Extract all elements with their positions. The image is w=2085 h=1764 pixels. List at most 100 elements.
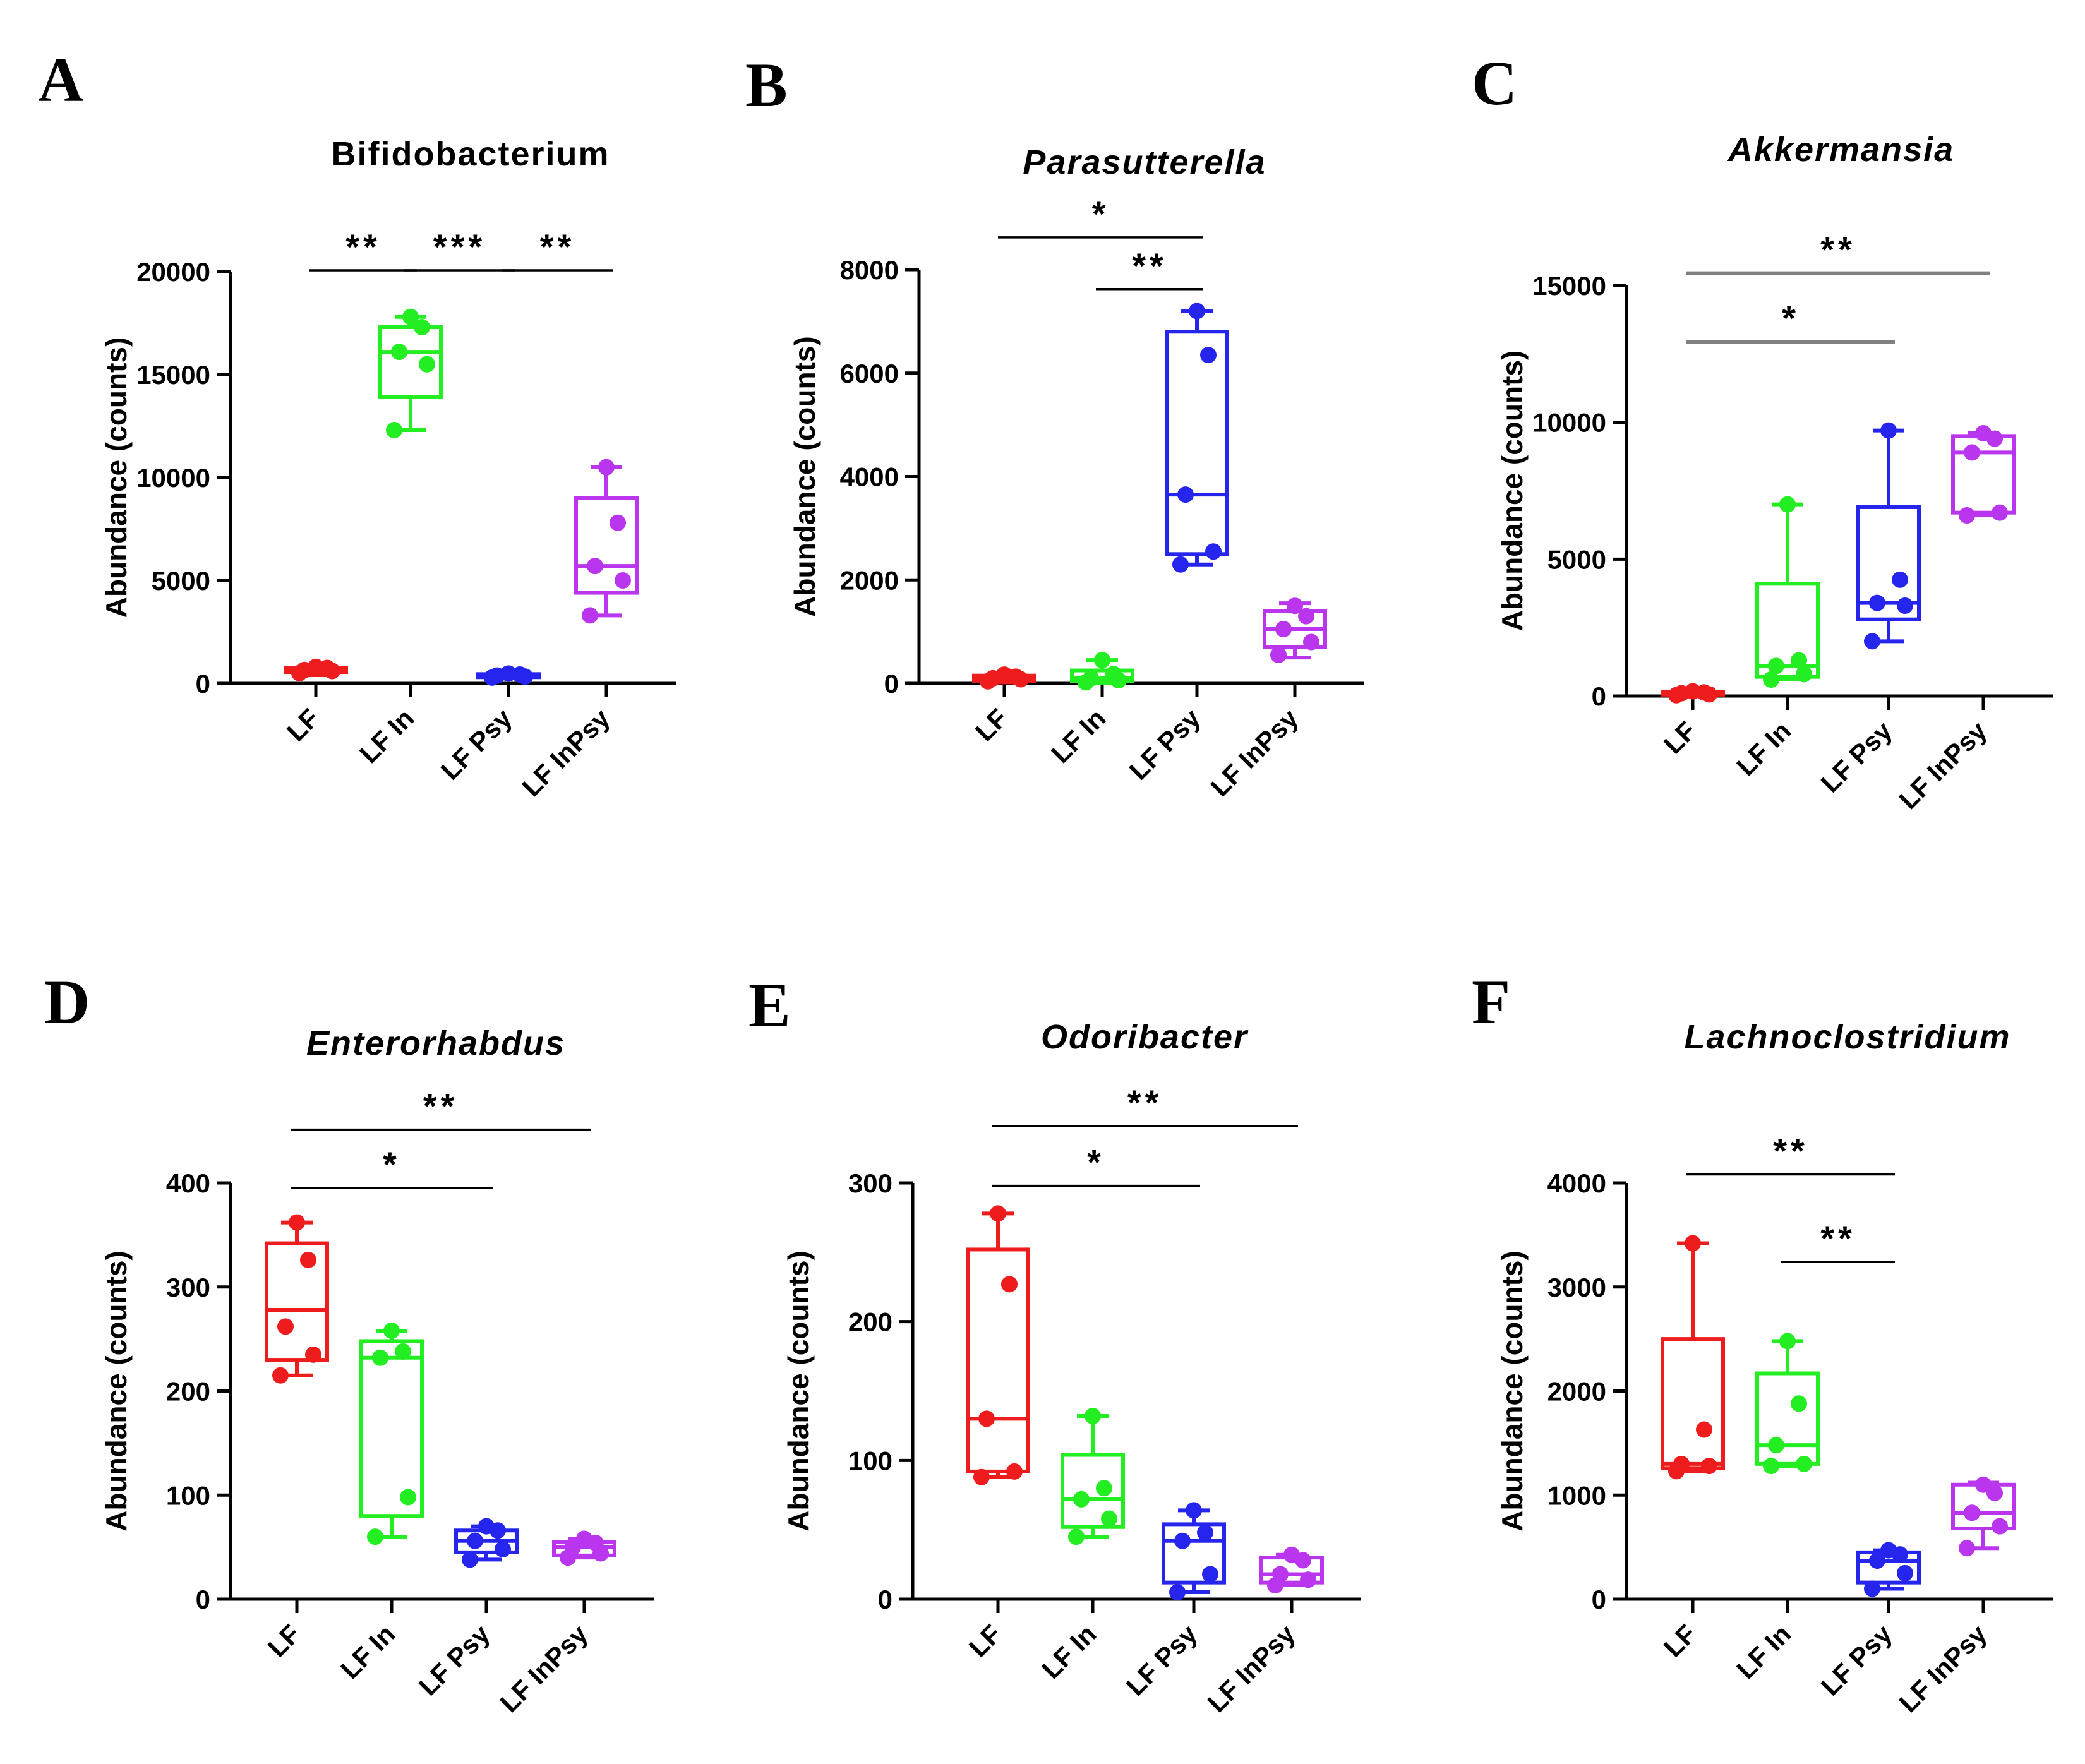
data-point [1673, 1455, 1690, 1472]
data-point [1169, 1584, 1186, 1601]
box-lf [966, 1205, 1030, 1485]
y-tick-label: 2000 [1547, 1377, 1606, 1407]
box-lf-psy [476, 665, 541, 686]
y-tick-label: 100 [166, 1480, 210, 1510]
box-lf-inpsy [1951, 425, 2016, 524]
data-point [272, 1367, 289, 1384]
box-iqr [1162, 1522, 1226, 1585]
data-point [1270, 646, 1287, 663]
significance-label: * [1092, 194, 1110, 234]
data-point [1959, 507, 1975, 524]
data-point [414, 319, 430, 336]
data-point [1975, 425, 1992, 441]
y-tick-label: 0 [1592, 1585, 1606, 1614]
significance-marker: ** [992, 1083, 1298, 1127]
significance-label: ** [1773, 1131, 1808, 1170]
y-axis-label: Abundance (counts) [1496, 351, 1529, 632]
data-point [300, 1251, 316, 1268]
data-point [1975, 1476, 1992, 1493]
data-point [1272, 1566, 1289, 1583]
data-point [1006, 1463, 1023, 1480]
data-point [462, 1551, 478, 1568]
box-iqr [378, 325, 443, 399]
box-lf-in [1061, 1408, 1125, 1545]
data-point [495, 1540, 511, 1557]
data-point [1992, 1518, 2008, 1535]
chart-title: Lachnoclostridium [1684, 1018, 2010, 1056]
significance-marker: *** [404, 227, 515, 272]
significance-marker: ** [1686, 1131, 1895, 1176]
data-point [598, 459, 615, 476]
data-point [1897, 1564, 1913, 1581]
y-tick-label: 300 [166, 1273, 210, 1302]
box-lf-in [359, 1322, 424, 1545]
significance-marker: * [291, 1144, 493, 1189]
data-point [308, 658, 324, 675]
data-point [576, 1530, 592, 1547]
y-tick-label: 15000 [1532, 271, 1606, 301]
y-axis-label: Abundance (counts) [100, 337, 133, 618]
data-point [582, 607, 598, 624]
y-tick-label: 0 [196, 669, 210, 699]
box-lf-inpsy [1951, 1476, 2016, 1557]
data-point [1287, 597, 1303, 615]
data-point [990, 1205, 1006, 1222]
box-lf [1661, 683, 1725, 704]
chart-title: Parasutterella [1023, 143, 1266, 181]
y-tick-label: 5000 [1547, 544, 1606, 574]
y-axis-label: Abundance (counts) [100, 1251, 133, 1532]
data-point [1275, 621, 1292, 638]
significance-marker: * [992, 1143, 1200, 1187]
data-point [400, 1489, 416, 1506]
data-point [1696, 1421, 1712, 1438]
data-point [383, 1322, 400, 1339]
box-lf-in [1070, 652, 1134, 691]
data-point [402, 308, 419, 325]
data-point [1959, 1540, 1975, 1557]
chart-title: Bifidobacterium [331, 135, 610, 173]
data-point [1964, 444, 1980, 461]
data-point [391, 344, 407, 361]
data-point [1197, 1524, 1213, 1541]
significance-label: ** [1820, 1218, 1856, 1258]
data-point [395, 1343, 411, 1360]
data-point [1096, 1480, 1112, 1497]
box-iqr [1755, 582, 1820, 679]
y-tick-label: 200 [166, 1377, 210, 1407]
data-point [1094, 652, 1110, 669]
box-iqr [966, 1247, 1030, 1473]
significance-marker: ** [1686, 230, 1990, 275]
data-point [1796, 1455, 1812, 1472]
data-point [1763, 671, 1779, 688]
data-point [1189, 303, 1205, 320]
significance-marker: ** [1781, 1218, 1895, 1263]
box-lf-psy [1856, 422, 1921, 650]
box-lf [972, 666, 1036, 690]
panel-letter: F [1472, 967, 1510, 1037]
data-point [1073, 1491, 1090, 1508]
data-point [973, 1468, 990, 1485]
y-tick-label: 200 [848, 1307, 892, 1337]
data-point [1779, 1333, 1796, 1350]
box-lf [265, 1214, 329, 1384]
data-point [386, 422, 402, 439]
significance-marker: * [998, 194, 1203, 239]
y-tick-label: 1000 [1547, 1480, 1606, 1510]
data-point [1300, 1571, 1316, 1588]
data-point [565, 1539, 581, 1556]
box-lf-inpsy [552, 1530, 616, 1566]
box-lf-in [378, 308, 443, 439]
data-point [419, 356, 435, 373]
box-lf-in [1755, 1333, 1820, 1475]
data-point [615, 572, 631, 589]
chart-title: Odoribacter [1041, 1018, 1249, 1056]
data-point [1992, 504, 2008, 521]
y-tick-label: 10000 [136, 463, 210, 493]
y-tick-label: 0 [196, 1585, 210, 1614]
box-lf [1661, 1235, 1725, 1480]
box-lf-in [1755, 496, 1820, 688]
y-tick-label: 4000 [840, 462, 899, 492]
data-point [610, 514, 626, 531]
